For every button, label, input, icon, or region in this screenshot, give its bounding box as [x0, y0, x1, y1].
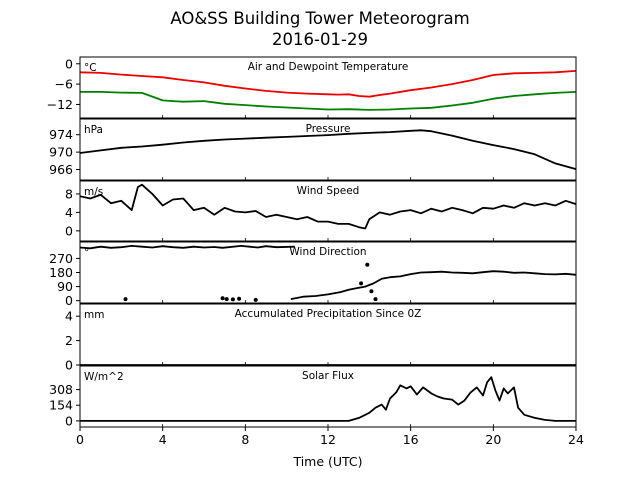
panel-3-ytick-label: 90: [57, 279, 73, 294]
panel-5-title: Solar Flux: [302, 370, 354, 382]
panel-3-ytick-label: 180: [49, 265, 73, 280]
panel-3-point: [253, 297, 258, 302]
x-tick-label: 24: [568, 432, 584, 447]
x-tick-label: 20: [485, 432, 501, 447]
x-tick-label: 8: [241, 432, 249, 447]
panel-1-series-0: [79, 129, 577, 170]
panel-2-ytick-label: 4: [65, 205, 73, 220]
panel-3-point: [230, 297, 235, 302]
panel-3-point: [359, 281, 364, 286]
x-tick-label: 4: [159, 432, 167, 447]
panel-3-unit: °: [84, 247, 89, 259]
panels-group: 0−6−12°C Air and Dewpoint Temperature9749…: [47, 56, 577, 428]
panel-4-unit: mm: [84, 309, 104, 321]
panel-2-ytick-label: 8: [65, 186, 73, 201]
panel-2-ytick-label: 0: [65, 223, 73, 238]
panel-2-series-0: [79, 183, 577, 230]
figure-title: AO&SS Building Tower Meteorogram: [170, 9, 469, 28]
panel-0-title: Air and Dewpoint Temperature: [248, 61, 409, 73]
x-axis-label: Time (UTC): [292, 454, 362, 469]
panel-3-point: [237, 296, 242, 301]
panel-1-ytick-label: 974: [49, 127, 73, 142]
panel-3-ytick-label: 0: [65, 293, 73, 308]
panel-2: 8 4 0 m/s Wind Speed: [65, 180, 577, 242]
x-tick-label: 12: [320, 432, 336, 447]
panel-4-title: Accumulated Precipitation Since 0Z: [235, 308, 422, 320]
panel-1-unit: hPa: [84, 124, 103, 136]
panel-5-ytick-label: 0: [65, 413, 73, 428]
panel-0-unit: °C: [84, 62, 97, 74]
x-axis: 0 4 8 12 16 20 24: [76, 427, 584, 447]
x-tick-label: 0: [76, 432, 84, 447]
panel-0-series-1: [80, 91, 577, 111]
panel-0-ytick-label: −12: [47, 97, 73, 112]
panel-3-series-0: [79, 245, 295, 250]
panel-4-ytick-label: 0: [65, 358, 73, 373]
panel-1-ytick-label: 966: [49, 162, 73, 177]
panel-0-series-0: [79, 70, 577, 98]
panel-2-title: Wind Speed: [297, 185, 360, 197]
panel-5-series-0: [80, 376, 576, 422]
panel-3-ytick-label: 270: [49, 251, 73, 266]
panel-3-point: [224, 297, 229, 302]
panel-3-point: [373, 297, 378, 302]
panel-3-point: [123, 297, 128, 302]
panel-1-ytick-label: 970: [49, 145, 73, 160]
x-tick-label: 16: [403, 432, 419, 447]
panel-4-ytick-label: 4: [65, 309, 73, 324]
panel-4-ytick-label: 2: [65, 333, 73, 348]
panel-3-title: Wind Direction: [289, 246, 366, 258]
panel-4: 4 2 0 mm Accumulated Precipitation Since 0Z: [65, 303, 577, 373]
figure-subtitle: 2016-01-29: [272, 30, 368, 49]
panel-3-point: [369, 289, 374, 294]
panel-2-unit: m/s: [84, 186, 103, 198]
panel-0-ytick-label: 0: [65, 56, 73, 71]
panel-3-series-1: [290, 270, 577, 300]
panel-1-title: Pressure: [306, 123, 351, 135]
panel-3-point: [220, 296, 225, 301]
panel-5-unit: W/m^2: [84, 371, 124, 383]
panel-1: 974 970 966 hPa Pressure: [49, 118, 577, 181]
panel-5-ytick-label: 308: [49, 382, 73, 397]
panel-0-ytick-label: −6: [55, 77, 73, 92]
panel-0: 0 −6 −12 °C Air and Dewpoint Temperature: [47, 56, 577, 119]
panel-5-ytick-label: 154: [49, 398, 73, 413]
panel-3-point: [365, 262, 370, 267]
